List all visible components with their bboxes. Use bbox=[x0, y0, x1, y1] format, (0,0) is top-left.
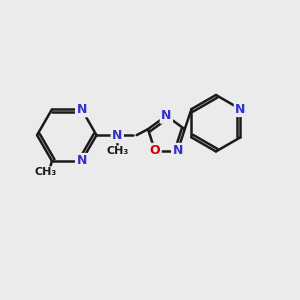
Text: N: N bbox=[235, 103, 246, 116]
Text: O: O bbox=[150, 144, 160, 157]
Text: N: N bbox=[172, 144, 183, 157]
Text: N: N bbox=[161, 109, 172, 122]
Text: CH₃: CH₃ bbox=[106, 146, 128, 157]
Text: N: N bbox=[112, 129, 122, 142]
Text: N: N bbox=[76, 103, 87, 116]
Text: N: N bbox=[76, 154, 87, 167]
Text: CH₃: CH₃ bbox=[34, 167, 56, 178]
